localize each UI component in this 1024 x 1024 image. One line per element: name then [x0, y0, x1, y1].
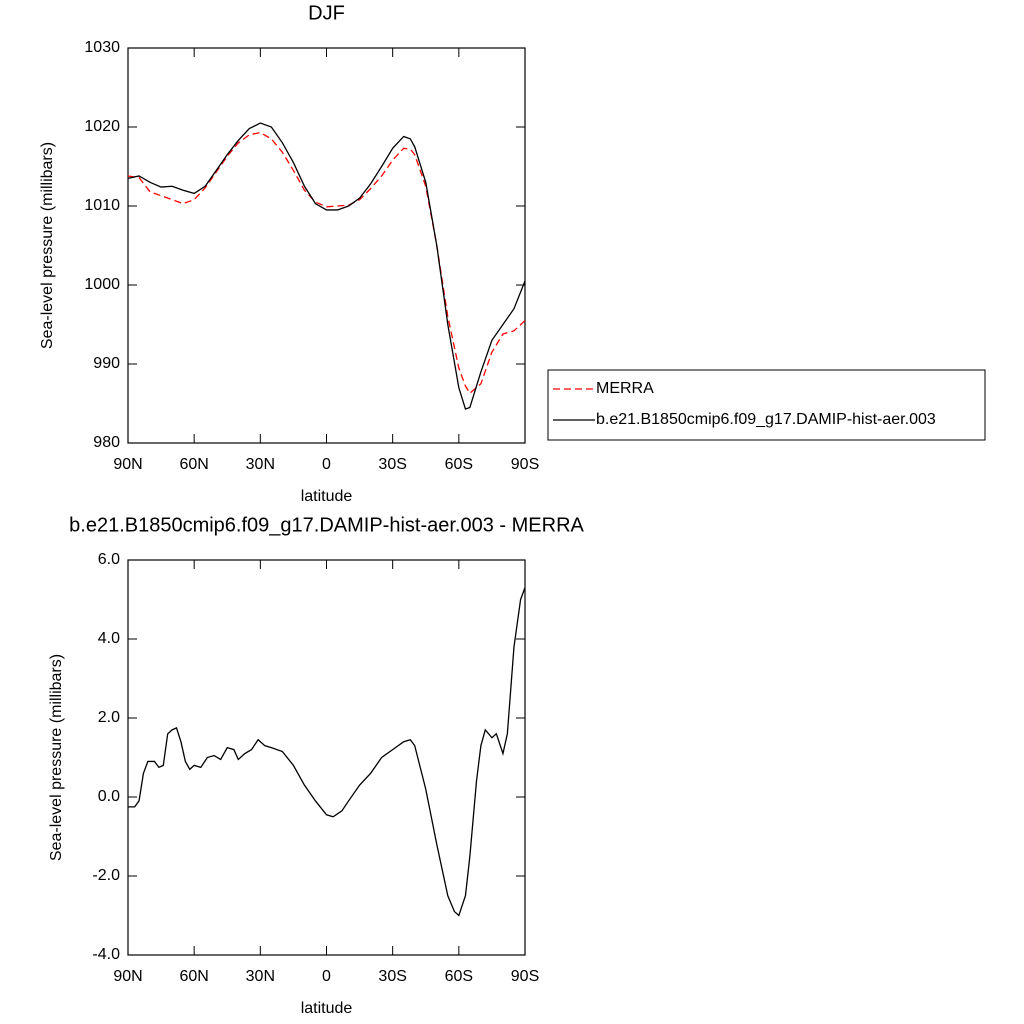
x-tick-label: 60S: [445, 456, 473, 473]
data-line: [127, 131, 526, 395]
x-tick-label: 60N: [179, 968, 208, 985]
x-tick-label: 30S: [378, 456, 406, 473]
x-tick-label: 0: [322, 456, 331, 473]
y-tick-label: 990: [93, 355, 120, 372]
x-axis-label: latitude: [301, 488, 353, 505]
x-tick-label: 30S: [378, 968, 406, 985]
x-axis-label: latitude: [301, 1000, 353, 1017]
y-tick-label: -2.0: [92, 867, 120, 884]
y-axis-label: Sea-level pressure (millibars): [48, 654, 65, 861]
chart-title: DJF: [308, 2, 345, 24]
y-tick-label: 6.0: [98, 551, 120, 568]
x-tick-label: 90N: [113, 968, 142, 985]
plot-frame: [127, 47, 526, 444]
legend-box: [547, 369, 986, 441]
legend-label: MERRA: [596, 380, 654, 397]
x-tick-label: 30N: [246, 456, 275, 473]
x-tick-label: 60N: [179, 456, 208, 473]
x-tick-label: 0: [322, 968, 331, 985]
y-tick-label: 1010: [84, 197, 120, 214]
chart-title: b.e21.B1850cmip6.f09_g17.DAMIP-hist-aer.…: [69, 514, 584, 536]
x-tick-label: 90S: [511, 968, 539, 985]
data-line: [127, 122, 526, 410]
x-tick-label: 30N: [246, 968, 275, 985]
y-tick-label: 0.0: [98, 788, 120, 805]
legend-label: b.e21.B1850cmip6.f09_g17.DAMIP-hist-aer.…: [596, 411, 936, 428]
x-tick-label: 90S: [511, 456, 539, 473]
x-tick-label: 90N: [113, 456, 142, 473]
y-axis-label: Sea-level pressure (millibars): [39, 142, 56, 349]
y-tick-label: 2.0: [98, 709, 120, 726]
y-tick-label: -4.0: [92, 946, 120, 963]
y-tick-label: 1030: [84, 39, 120, 56]
y-tick-label: 1020: [84, 118, 120, 135]
data-line: [128, 587, 526, 917]
y-tick-label: 4.0: [98, 630, 120, 647]
y-tick-label: 1000: [84, 276, 120, 293]
x-tick-label: 60S: [445, 968, 473, 985]
y-tick-label: 980: [93, 434, 120, 451]
